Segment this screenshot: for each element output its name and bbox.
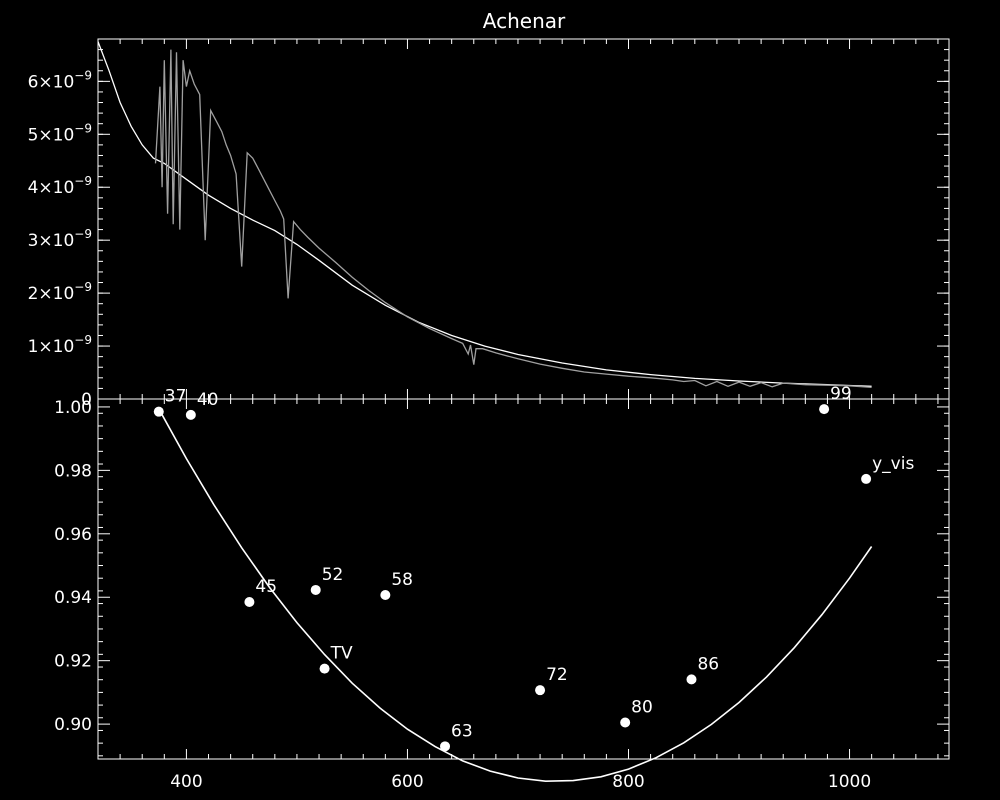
y-tick-label: 0.92: [54, 652, 92, 672]
spectrum-panel: 0 1×10−9 2×10−9 3×10−9 4×10−9 5×10−9 6×10−9: [28, 38, 950, 410]
plot-frame: [97, 398, 950, 760]
point-label: 72: [546, 665, 568, 685]
x-tick-label: 1000: [828, 772, 871, 792]
data-point: [185, 409, 196, 420]
point-label: y_vis: [872, 454, 914, 474]
y-tick-label: 4×10−9: [28, 174, 92, 198]
data-point: [244, 596, 255, 607]
chart-title: Achenar: [483, 9, 566, 33]
data-point: [819, 404, 830, 415]
data-point: [620, 717, 631, 728]
point-label: 86: [697, 654, 719, 674]
point-label: 40: [197, 390, 219, 410]
y-tick-label: 0.90: [54, 715, 92, 735]
data-point: [535, 685, 546, 696]
point-label: 58: [391, 570, 413, 590]
data-point: [153, 406, 164, 417]
data-point: [319, 663, 330, 674]
point-label: TV: [330, 644, 353, 664]
point-label: 37: [165, 387, 187, 407]
x-tick-label: 800: [612, 772, 644, 792]
data-point: [440, 741, 451, 752]
spectrum-line: [97, 41, 872, 387]
point-label: 80: [631, 698, 653, 718]
y-tick-label: 0: [81, 390, 92, 410]
y-tick-label: 0.96: [54, 525, 92, 545]
spectrum-line: [154, 49, 872, 389]
data-point: [861, 473, 872, 484]
plot-frame: [97, 38, 950, 400]
y-tick-label: 6×10−9: [28, 68, 92, 92]
point-label: 99: [830, 384, 852, 404]
y-tick-label: 1.00: [54, 398, 92, 418]
data-point: [310, 584, 321, 595]
point-label: 45: [255, 577, 277, 597]
y-tick-label: 3×10−9: [28, 227, 92, 251]
point-label: 63: [451, 721, 473, 741]
y-tick-label: 0.98: [54, 461, 92, 481]
x-tick-label: 600: [391, 772, 423, 792]
data-point: [380, 590, 391, 601]
fit-curve: [158, 408, 873, 783]
y-tick-label: 1×10−9: [28, 333, 92, 357]
point-label: 52: [322, 565, 344, 585]
y-tick-label: 5×10−9: [28, 121, 92, 145]
y-tick-label: 0.94: [54, 588, 92, 608]
y-tick-label: 2×10−9: [28, 280, 92, 304]
data-point: [686, 674, 697, 685]
x-tick-label: 400: [170, 772, 202, 792]
